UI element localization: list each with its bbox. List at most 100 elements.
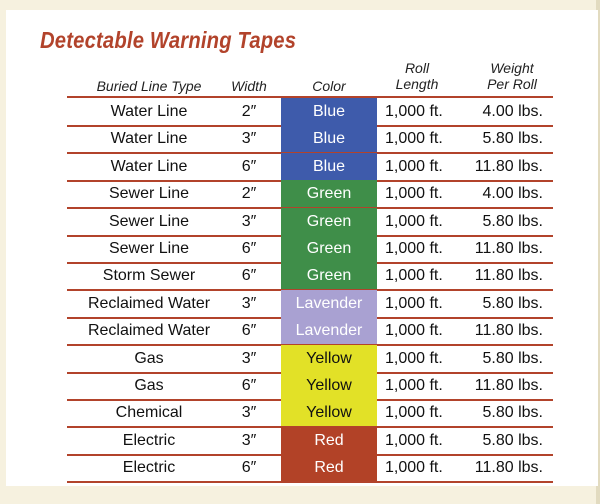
- cell-weight: 5.80 lbs.: [482, 130, 543, 148]
- cell-width: 2″: [241, 185, 257, 203]
- cell-buried-line-type: Gas: [134, 349, 164, 367]
- cell-width: 3″: [241, 130, 257, 148]
- cell-color-swatch: Blue: [281, 125, 377, 153]
- page-title: Detectable Warning Tapes: [40, 27, 297, 53]
- table-row: Storm Sewer 6″ Green 1,000 ft. 11.80 lbs.: [67, 262, 553, 292]
- cell-color-swatch: Lavender: [281, 289, 377, 317]
- header-width-label: Width: [231, 78, 267, 94]
- header-rule: [67, 96, 553, 98]
- cell-weight: 11.80 lbs.: [474, 157, 543, 175]
- cell-buried-line-type: Water Line: [110, 130, 188, 148]
- row-divider: [67, 481, 553, 484]
- cell-width: 6″: [241, 267, 257, 285]
- cell-roll-length: 1,000 ft.: [385, 322, 443, 340]
- cell-width: 3″: [241, 404, 257, 422]
- cell-weight: 5.80 lbs.: [482, 212, 543, 230]
- cell-buried-line-type: Gas: [134, 377, 164, 394]
- cell-color-swatch: Yellow: [281, 399, 377, 427]
- header-roll-length: Roll Length: [385, 60, 449, 92]
- cell-buried-line-type: Water Line: [110, 157, 188, 175]
- table-row: Water Line 6″ Blue 1,000 ft. 11.80 lbs.: [67, 152, 553, 182]
- cell-roll-length: 1,000 ft.: [385, 294, 443, 312]
- cell-roll-length: 1,000 ft.: [385, 377, 443, 394]
- header-weight-line1: Weight: [490, 60, 534, 76]
- cell-roll-length: 1,000 ft.: [385, 157, 443, 175]
- table-row: Gas 6″ Yellow 1,000 ft. 11.80 lbs.: [67, 372, 553, 401]
- cell-roll-length: 1,000 ft.: [385, 130, 443, 148]
- cell-color-swatch: Lavender: [281, 317, 377, 345]
- cell-weight: 11.80 lbs.: [474, 322, 543, 340]
- header-color-label: Color: [312, 78, 346, 94]
- table-row: Reclaimed Water 6″ Lavender 1,000 ft. 11.80 …: [67, 317, 553, 347]
- cell-roll-length: 1,000 ft.: [385, 431, 443, 449]
- header-buried-line-type: Buried Line Type: [67, 78, 231, 94]
- cell-weight: 4.00 lbs.: [482, 185, 543, 203]
- cell-roll-length: 1,000 ft.: [385, 185, 443, 203]
- cell-buried-line-type: Storm Sewer: [102, 267, 196, 285]
- cell-color-swatch: Red: [281, 426, 377, 454]
- cell-color-swatch: Blue: [281, 98, 377, 125]
- cell-width: 3″: [241, 294, 257, 312]
- header-roll-line1: Roll: [404, 60, 430, 76]
- cell-roll-length: 1,000 ft.: [385, 459, 443, 477]
- table-row: Water Line 3″ Blue 1,000 ft. 5.80 lbs.: [67, 125, 553, 155]
- cell-width: 3″: [241, 212, 257, 230]
- header-type-label: Buried Line Type: [96, 78, 202, 94]
- cell-color-swatch: Yellow: [281, 344, 377, 372]
- cell-buried-line-type: Reclaimed Water: [87, 294, 211, 312]
- table-row: Gas 3″ Yellow 1,000 ft. 5.80 lbs.: [67, 344, 553, 374]
- cell-weight: 4.00 lbs.: [482, 103, 543, 120]
- cell-roll-length: 1,000 ft.: [385, 267, 443, 285]
- cell-color-swatch: Green: [281, 235, 377, 262]
- cell-width: 6″: [241, 157, 257, 175]
- cell-color-swatch: Green: [281, 207, 377, 235]
- cell-weight: 11.80 lbs.: [474, 377, 543, 394]
- cell-color-swatch: Yellow: [281, 372, 377, 399]
- cell-color-swatch: Green: [281, 180, 377, 208]
- page-edge-strip: [596, 0, 600, 504]
- header-weight-per-roll: Weight Per Roll: [474, 60, 550, 92]
- cell-weight: 11.80 lbs.: [474, 459, 543, 477]
- header-color: Color: [281, 78, 377, 94]
- cell-roll-length: 1,000 ft.: [385, 240, 443, 257]
- cell-width: 2″: [241, 103, 257, 120]
- cell-color-swatch: Blue: [281, 152, 377, 180]
- table-row: Chemical 3″ Yellow 1,000 ft. 5.80 lbs.: [67, 399, 553, 429]
- cell-color-swatch: Green: [281, 262, 377, 290]
- cell-buried-line-type: Sewer Line: [108, 240, 190, 257]
- cell-weight: 5.80 lbs.: [482, 294, 543, 312]
- cell-buried-line-type: Electric: [122, 431, 176, 449]
- cell-color-swatch: Red: [281, 454, 377, 482]
- header-roll-line2: Length: [395, 76, 439, 92]
- cell-buried-line-type: Sewer Line: [108, 212, 190, 230]
- cell-width: 6″: [241, 322, 257, 340]
- cell-weight: 5.80 lbs.: [482, 349, 543, 367]
- cell-buried-line-type: Electric: [122, 459, 176, 477]
- cell-buried-line-type: Sewer Line: [108, 185, 190, 203]
- cell-roll-length: 1,000 ft.: [385, 103, 443, 120]
- header-width: Width: [227, 78, 271, 94]
- cell-weight: 5.80 lbs.: [482, 404, 543, 422]
- header-weight-line2: Per Roll: [487, 76, 537, 92]
- cell-width: 3″: [241, 431, 257, 449]
- table-row: Electric 6″ Red 1,000 ft. 11.80 lbs.: [67, 454, 553, 484]
- cell-buried-line-type: Chemical: [115, 404, 183, 422]
- cell-roll-length: 1,000 ft.: [385, 404, 443, 422]
- cell-width: 6″: [241, 377, 257, 394]
- table-row: Sewer Line 2″ Green 1,000 ft. 4.00 lbs.: [67, 180, 553, 210]
- table-row: Electric 3″ Red 1,000 ft. 5.80 lbs.: [67, 426, 553, 456]
- table-row: Reclaimed Water 3″ Lavender 1,000 ft. 5.80 l…: [67, 289, 553, 319]
- table-row: Water Line 2″ Blue 1,000 ft. 4.00 lbs.: [67, 98, 553, 127]
- table-row: Sewer Line 3″ Green 1,000 ft. 5.80 lbs.: [67, 207, 553, 237]
- cell-roll-length: 1,000 ft.: [385, 212, 443, 230]
- cell-width: 6″: [241, 459, 257, 477]
- cell-weight: 5.80 lbs.: [482, 431, 543, 449]
- cell-width: 3″: [241, 349, 257, 367]
- cell-weight: 11.80 lbs.: [474, 240, 543, 257]
- table-row: Sewer Line 6″ Green 1,000 ft. 11.80 lbs.: [67, 235, 553, 264]
- cell-roll-length: 1,000 ft.: [385, 349, 443, 367]
- cell-weight: 11.80 lbs.: [474, 267, 543, 285]
- cell-buried-line-type: Reclaimed Water: [87, 322, 211, 340]
- cell-width: 6″: [241, 240, 257, 257]
- cell-buried-line-type: Water Line: [110, 103, 188, 120]
